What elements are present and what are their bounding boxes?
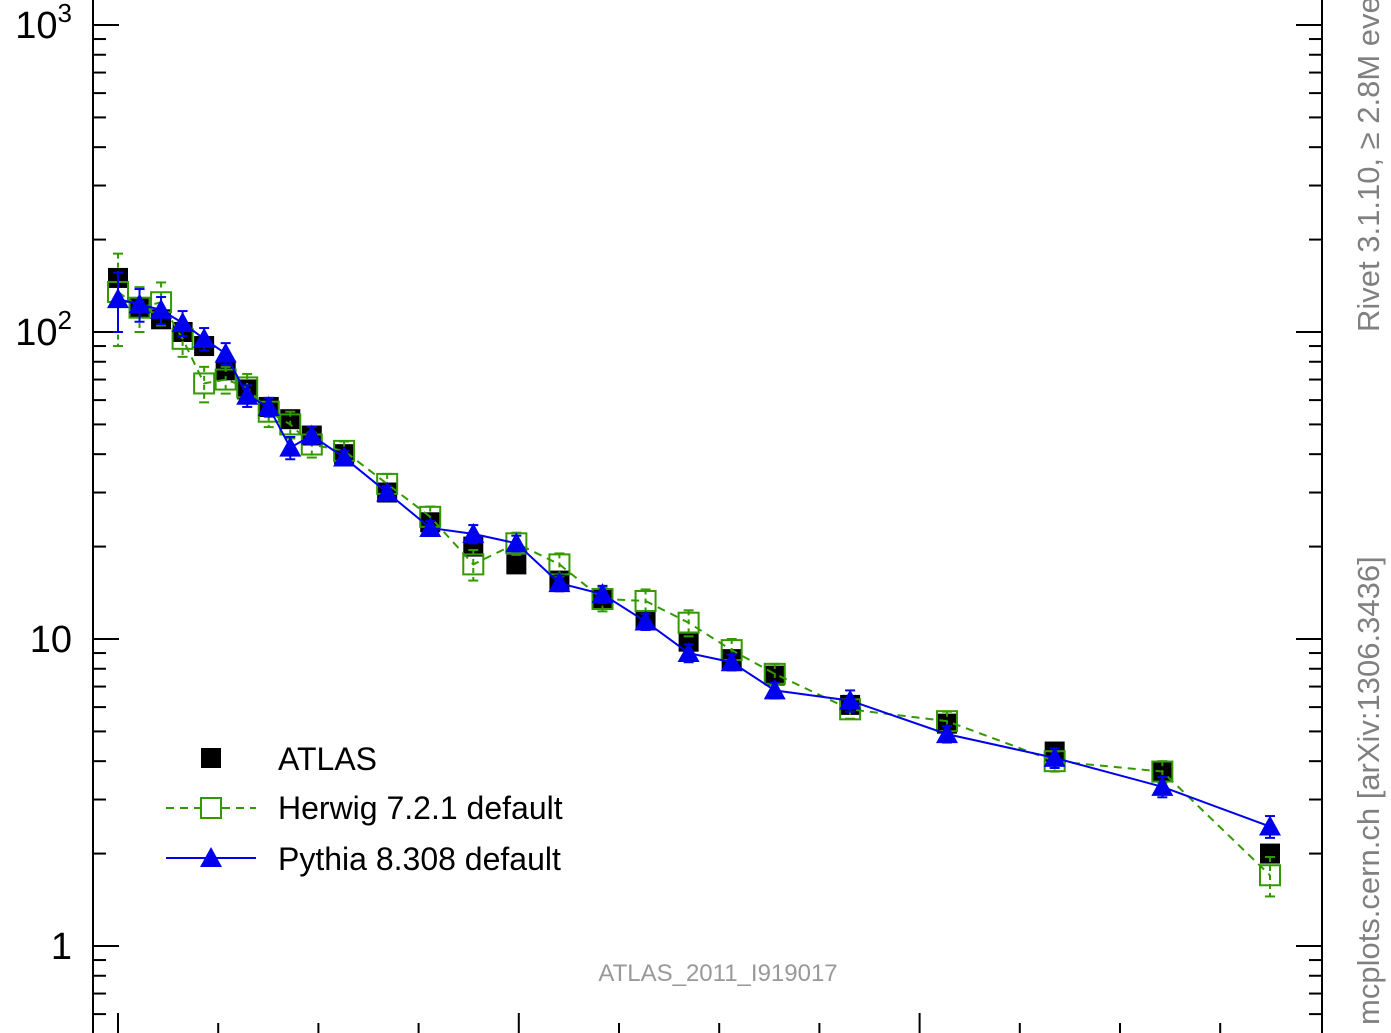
data-point (591, 583, 614, 604)
data-point (1151, 775, 1174, 796)
data-point (279, 436, 302, 457)
data-point (107, 288, 129, 309)
data-point (1043, 746, 1066, 767)
legend-label-atlas: ATLAS (278, 741, 377, 777)
data-point (279, 413, 302, 436)
series-line-1 (117, 291, 1271, 876)
data-point (677, 642, 700, 663)
data-point (128, 293, 151, 314)
rivet-version-label: Rivet 3.1.10, ≥ 2.8M events (1351, 0, 1386, 332)
data-point (936, 723, 959, 744)
data-point (1259, 864, 1281, 887)
data-point (763, 679, 786, 700)
y-tick-label-1: 102 (15, 305, 72, 354)
data-point (677, 611, 700, 634)
data-point (300, 424, 323, 445)
data-point (214, 342, 237, 363)
legend-item-pythia: Pythia 8.308 default (166, 841, 561, 877)
data-point (376, 481, 399, 502)
legend-marker-herwig (200, 797, 222, 819)
legend-label-pythia: Pythia 8.308 default (278, 841, 561, 877)
legend-item-herwig: Herwig 7.2.1 default (166, 790, 563, 826)
data-point (193, 327, 216, 348)
mcplots-label: mcplots.cern.ch [arXiv:1306.3436] (1351, 556, 1386, 1025)
data-point (257, 395, 280, 416)
legend-item-atlas: ATLAS (201, 741, 377, 777)
series-layer (107, 252, 1281, 898)
y-tick-label-2: 10 (30, 619, 72, 661)
series-2 (107, 271, 1281, 839)
data-point (150, 298, 173, 319)
legend-marker-pythia (200, 847, 222, 867)
data-point (839, 689, 862, 710)
data-point (1259, 815, 1281, 836)
y-tick-label-3: 1 (51, 926, 72, 968)
data-point (462, 522, 485, 543)
legend-label-herwig: Herwig 7.2.1 default (278, 790, 563, 826)
legend: ATLAS Herwig 7.2.1 default Pythia 8.308 … (166, 741, 563, 877)
y-tick-label-0: 103 (15, 0, 72, 47)
legend-marker-atlas (201, 748, 221, 768)
data-point (462, 553, 485, 576)
axis-ticks (93, 24, 1322, 1033)
data-point (548, 572, 571, 593)
data-point (506, 554, 527, 575)
data-point (419, 516, 442, 537)
data-point (193, 372, 216, 395)
data-point (171, 311, 194, 332)
data-point (634, 610, 657, 631)
data-point (720, 651, 743, 672)
analysis-label: ATLAS_2011_I919017 (598, 960, 837, 987)
data-point (1260, 843, 1280, 864)
data-point (333, 446, 356, 467)
data-point (505, 532, 528, 553)
data-point (214, 368, 237, 391)
data-point (236, 384, 259, 405)
